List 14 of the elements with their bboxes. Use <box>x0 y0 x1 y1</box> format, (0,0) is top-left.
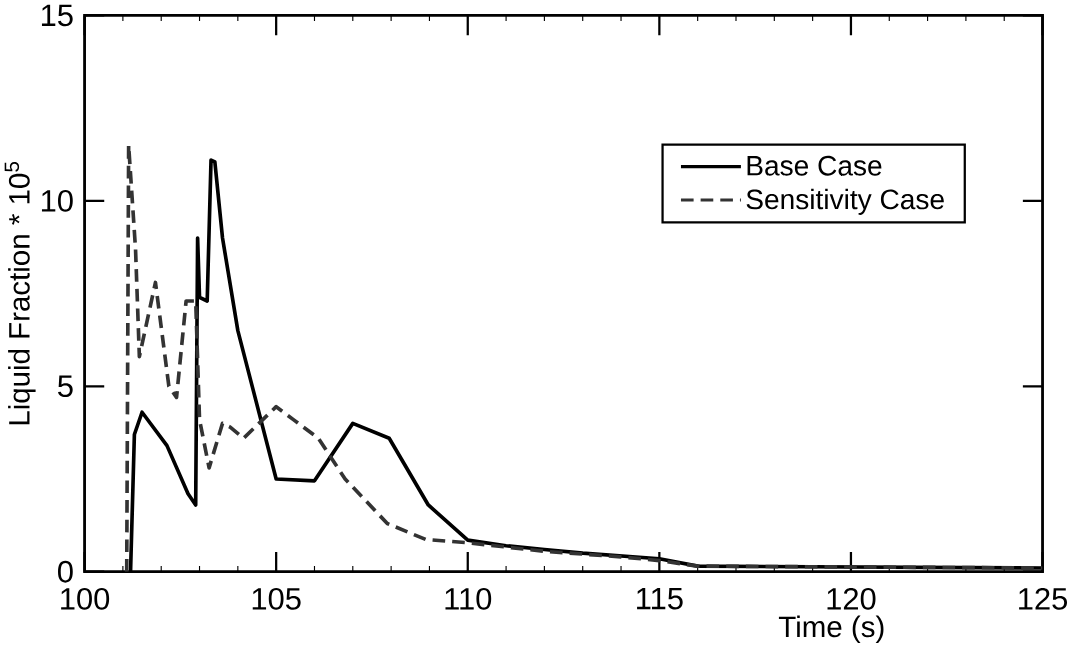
y-tick-label: 10 <box>41 190 73 212</box>
y-tick-label: 0 <box>58 560 73 583</box>
x-tick-label: 115 <box>637 588 683 610</box>
legend-label: Sensitivity Case <box>746 188 944 216</box>
y-tick-label: 5 <box>58 375 73 398</box>
y-tick-label: 15 <box>41 4 73 27</box>
x-tick-label: 110 <box>445 588 492 610</box>
x-tick-label: 105 <box>252 588 301 610</box>
x-axis-title: Time (s) <box>778 615 884 644</box>
legend-label: Base Case <box>747 155 882 176</box>
x-tick-label: 125 <box>1019 588 1068 610</box>
x-tick-label: 100 <box>61 588 110 610</box>
x-tick-label: 120 <box>827 588 876 610</box>
y-axis-title: Liquid Fraction * 10$^{5}$ <box>4 162 36 425</box>
